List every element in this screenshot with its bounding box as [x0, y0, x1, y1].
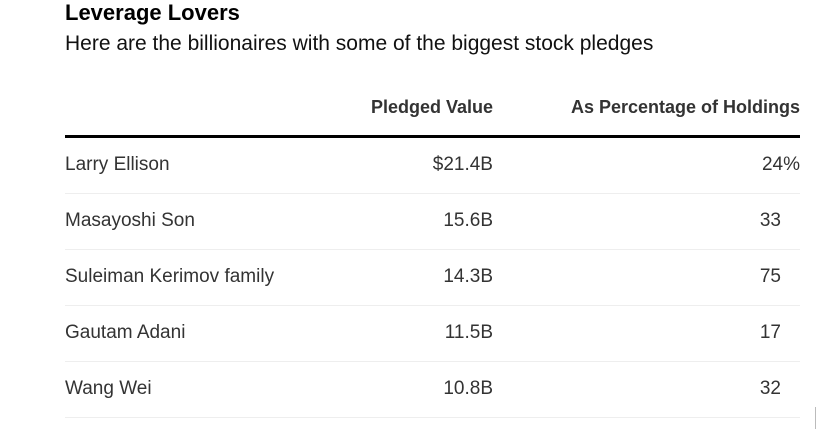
edge-divider [815, 407, 816, 429]
holdings-percentage: 17 [759, 322, 781, 343]
pledged-value: 11.5B [444, 322, 493, 343]
holdings-percentage: 32 [759, 378, 781, 399]
holdings-percentage: 33 [759, 210, 781, 231]
pledged-value: 14.3B [443, 266, 493, 287]
billionaire-name: Masayoshi Son [65, 210, 195, 231]
billionaire-name: Suleiman Kerimov family [65, 266, 275, 287]
table-row: Larry Ellison $21.4B 24% [65, 138, 800, 194]
table-header: Pledged Value As Percentage of Holdings [65, 92, 800, 138]
pledged-value: 15.6B [443, 210, 493, 231]
table-row: Wang Wei 10.8B 32 [65, 362, 800, 418]
figure-title: Leverage Lovers [65, 0, 240, 25]
billionaire-name: Gautam Adani [65, 322, 186, 343]
column-header-percentage: As Percentage of Holdings [570, 97, 800, 117]
column-header-pledged-value: Pledged Value [370, 97, 493, 117]
pledges-table: Pledged Value As Percentage of Holdings … [65, 92, 800, 418]
table-row: Masayoshi Son 15.6B 33 [65, 194, 800, 250]
pledged-value: $21.4B [432, 154, 493, 175]
table-row: Gautam Adani 11.5B 17 [65, 306, 800, 362]
table-row: Suleiman Kerimov family 14.3B 75 [65, 250, 800, 306]
holdings-percentage: 24% [761, 154, 800, 175]
holdings-percentage: 75 [759, 266, 781, 287]
figure-subtitle: Here are the billionaires with some of t… [65, 32, 654, 55]
pledged-value: 10.8B [443, 378, 493, 399]
billionaire-name: Wang Wei [65, 378, 152, 399]
billionaire-name: Larry Ellison [65, 154, 170, 175]
